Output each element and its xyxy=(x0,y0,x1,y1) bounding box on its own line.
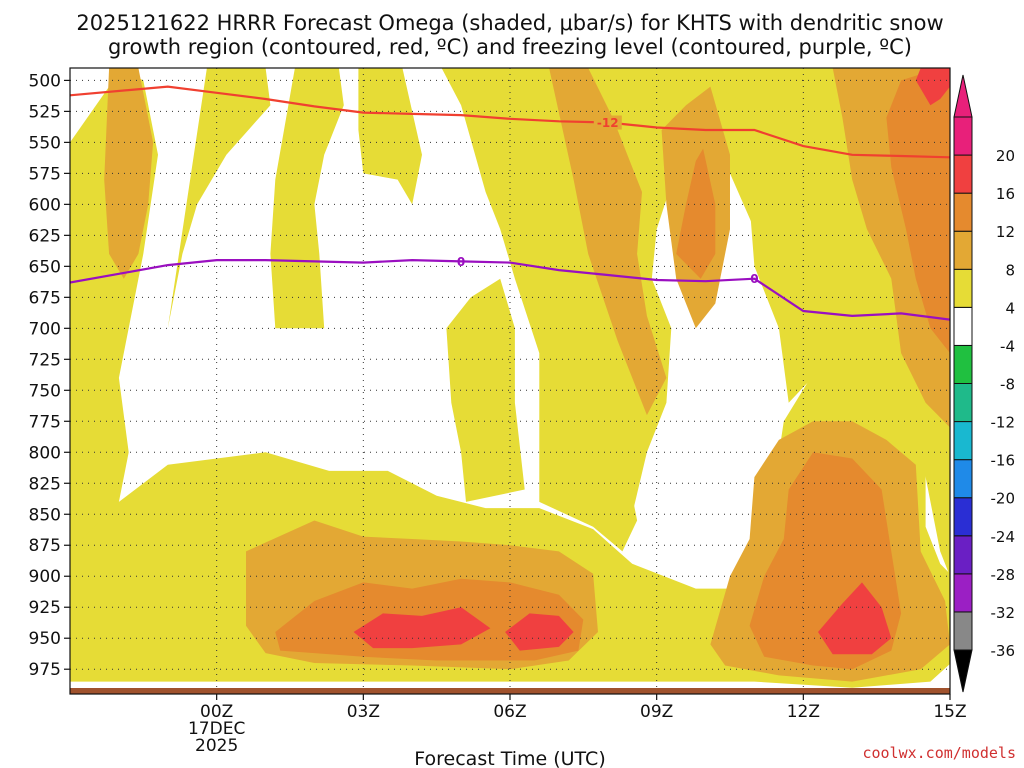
colorbar-label-8: -4 xyxy=(1000,337,1015,355)
snow-growth-contour-line xyxy=(70,85,950,159)
y-tick-label-975: 975 xyxy=(29,660,61,680)
ground-strip xyxy=(70,688,950,694)
y-tick-label-700: 700 xyxy=(29,319,61,339)
x-tick-label-9-0: 09Z xyxy=(640,702,673,722)
colorbar-swatch-9 xyxy=(953,268,973,308)
colorbar-swatch-10 xyxy=(953,230,973,270)
colorbar-label-2: -28 xyxy=(991,566,1016,584)
colorbar-swatch-8 xyxy=(953,306,973,346)
chart-title-line-2: growth region (contoured, red, ºC) and f… xyxy=(108,35,912,59)
y-tick-label-500: 500 xyxy=(29,71,61,91)
colorbar-label-12: 16 xyxy=(996,185,1015,203)
colorbar-label-4: -20 xyxy=(991,490,1016,508)
y-tick-label-825: 825 xyxy=(29,474,61,494)
plot-area: -12 0 0 500 525 550 575 600 625 650 675 700 725 750 77… xyxy=(29,67,967,756)
omega-region-4-4 xyxy=(441,68,638,552)
colorbar-label-1: -32 xyxy=(991,604,1016,622)
colorbar-swatch-7 xyxy=(953,344,973,384)
plot-clipped-group: -12 0 0 xyxy=(70,68,950,694)
omega-region-16-19 xyxy=(353,607,491,649)
colorbar-swatch-12 xyxy=(953,154,973,194)
y-tick-label-750: 750 xyxy=(29,381,61,401)
colorbar-label-5: -16 xyxy=(991,452,1016,470)
x-tick-label-6-0: 06Z xyxy=(493,702,526,722)
colorbar-label-7: -8 xyxy=(1000,376,1015,394)
x-tick-label-15-0: 15Z xyxy=(933,702,966,722)
omega-region-8-10 xyxy=(549,68,667,416)
y-tick-label-925: 925 xyxy=(29,598,61,618)
y-tick-label-800: 800 xyxy=(29,443,61,463)
omega-region-16-22 xyxy=(915,68,950,106)
omega-region-4-1 xyxy=(167,68,271,329)
colorbar-swatch-5 xyxy=(953,421,973,461)
omega-region-12-15 xyxy=(676,148,716,279)
colorbar-label-10: 8 xyxy=(1005,261,1015,279)
y-tick-label-900: 900 xyxy=(29,567,61,587)
colorbar-swatch-4 xyxy=(953,459,973,499)
y-tick-label-675: 675 xyxy=(29,288,61,308)
colorbar: -36 -32 -28 -24 -20 -16 -12 -8 -4 4 8 12 16 20 xyxy=(953,74,1016,693)
freezing-level-contour-line xyxy=(70,258,950,321)
freezing-level-contour-label-1: 0 xyxy=(750,272,758,286)
colorbar-swatch-13 xyxy=(953,116,973,156)
x-tick-label-3-0: 03Z xyxy=(347,702,380,722)
y-tick-label-550: 550 xyxy=(29,133,61,153)
y-tick-label-725: 725 xyxy=(29,350,61,370)
chart-title-line-1: 2025121622 HRRR Forecast Omega (shaded, … xyxy=(76,11,943,35)
colorbar-swatch-2 xyxy=(953,535,973,575)
y-tick-label-775: 775 xyxy=(29,412,61,432)
x-tick-label-0-1: 17DEC xyxy=(188,719,245,739)
y-tick-label-625: 625 xyxy=(29,226,61,246)
colorbar-swatch-11 xyxy=(953,192,973,232)
freezing-level-contour-label-0: 0 xyxy=(457,255,465,269)
omega-region-4-3 xyxy=(358,68,422,205)
snow-growth-contour-label-bg xyxy=(593,115,622,130)
omega-region-12-16 xyxy=(886,68,950,354)
colorbar-swatch-6 xyxy=(953,383,973,423)
colorbar-swatch-0 xyxy=(953,611,973,651)
omega-region-8-9 xyxy=(104,68,154,279)
colorbar-label-13: 20 xyxy=(996,147,1015,165)
y-tick-label-575: 575 xyxy=(29,164,61,184)
omega-region-4-5 xyxy=(446,278,525,502)
omega-region-16-20 xyxy=(505,613,574,651)
x-tick-label-0-2: 2025 xyxy=(195,736,238,756)
omega-region-16-21 xyxy=(818,582,892,655)
colorbar-label-9: 4 xyxy=(1005,299,1015,317)
x-tick-label-0-0: 00Z xyxy=(200,702,233,722)
y-tick-label-875: 875 xyxy=(29,536,61,556)
x-axis-label: Forecast Time (UTC) xyxy=(414,748,605,768)
colorbar-label-11: 12 xyxy=(996,223,1015,241)
colorbar-bottom-arrow xyxy=(953,649,973,693)
y-tick-label-525: 525 xyxy=(29,102,61,122)
colorbar-label-6: -12 xyxy=(991,414,1016,432)
colorbar-swatch-3 xyxy=(953,497,973,537)
credit-text: coolwx.com/models xyxy=(862,744,1016,762)
x-tick-label-12-0: 12Z xyxy=(787,702,820,722)
omega-region-4-2 xyxy=(270,68,344,329)
colorbar-swatch-1 xyxy=(953,573,973,613)
y-tick-label-950: 950 xyxy=(29,629,61,649)
omega-region-4-8 xyxy=(681,68,950,577)
colorbar-label-3: -24 xyxy=(991,528,1016,546)
colorbar-label-0: -36 xyxy=(991,642,1016,660)
colorbar-top-arrow xyxy=(953,74,973,118)
y-tick-label-600: 600 xyxy=(29,195,61,215)
y-tick-label-850: 850 xyxy=(29,505,61,525)
snow-growth-contour-label: -12 xyxy=(597,116,619,130)
y-tick-label-650: 650 xyxy=(29,257,61,277)
